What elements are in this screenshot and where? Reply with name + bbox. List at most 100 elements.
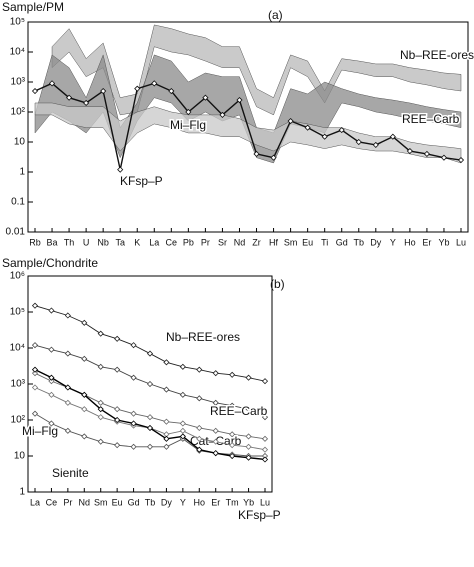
x-tick-label: Er [211,497,220,507]
x-tick-label: Gd [336,237,348,247]
data-point [31,384,39,391]
x-tick-label: Yb [438,237,449,247]
series-label: REE–Carb [402,112,460,126]
data-point [48,378,55,385]
data-point [64,350,71,357]
data-point [81,406,88,413]
data-point [97,399,104,406]
y-axis-label: Sample/Chondrite [2,256,98,270]
x-tick-label: Sm [94,497,108,507]
data-point [270,154,277,161]
data-point [83,99,90,107]
data-point [212,399,219,406]
x-tick-label: Nd [234,237,246,247]
data-point [212,438,219,445]
data-point [179,433,186,440]
data-point [114,366,121,373]
data-point [219,111,226,118]
panel-label: (b) [270,277,285,291]
data-point [236,96,243,104]
data-point [31,87,39,95]
data-point [146,414,154,421]
data-point [130,443,137,450]
x-tick-label: Th [64,237,75,247]
y-tick-label: 10⁴ [10,343,25,354]
data-point [179,391,186,398]
data-point [48,420,55,427]
data-point [185,108,192,116]
data-point [130,374,137,381]
data-point [97,438,104,445]
x-tick-label: Ba [47,237,58,247]
data-point [31,366,39,373]
data-point [64,427,71,434]
series-label: Mi–Flg [170,118,206,132]
x-tick-label: Dy [161,497,172,507]
data-point [196,435,203,442]
data-point [245,433,252,440]
data-point [253,150,260,158]
data-point [212,370,219,377]
data-point [48,346,55,353]
x-tick-label: Gd [128,497,140,507]
x-tick-label: Er [422,237,431,247]
data-point [146,380,154,388]
y-tick-label: 10³ [11,77,26,88]
series-label: REE–Carb [210,404,268,418]
x-tick-label: Dy [370,237,381,247]
data-point [196,424,203,432]
data-point [321,133,328,140]
plot-frame [27,21,469,233]
data-point [355,138,362,146]
x-tick-label: Ce [46,497,58,507]
data-point [31,342,39,349]
data-point [179,420,186,427]
data-point [196,366,203,373]
range-band [34,54,462,164]
x-tick-label: Zr [252,237,261,247]
data-point [229,452,236,460]
data-point [97,363,104,370]
range-band [51,24,462,116]
data-point [146,424,154,432]
data-point [304,124,311,131]
data-point [163,359,170,366]
data-point [130,410,137,417]
data-point [245,374,252,381]
data-point [229,371,236,378]
data-point [114,335,121,342]
x-tick-label: Tb [145,497,156,507]
series-label: Nb–REE-ores [166,330,240,344]
y-tick-label: 10⁵ [10,307,25,318]
data-point [287,117,294,125]
data-point [146,350,154,357]
x-tick-label: Nb [97,237,109,247]
data-point [212,450,219,457]
data-point [423,150,430,158]
data-point [261,414,269,421]
x-tick-label: Eu [112,497,123,507]
x-tick-label: Eu [302,237,313,247]
data-point [151,80,158,87]
x-tick-label: Lu [456,237,466,247]
data-point [81,319,88,326]
data-point [48,80,56,87]
data-point [100,87,107,95]
data-point [48,307,55,314]
data-point [338,126,345,134]
y-tick-label: 10² [11,415,26,426]
x-tick-label: Rb [29,237,41,247]
series-label: Mi–Flg [22,424,58,438]
x-tick-label: Pb [183,237,194,247]
y-tick-label: 10⁶ [10,271,25,282]
data-point [179,427,186,434]
x-tick-label: Y [180,497,186,507]
data-point [389,133,396,140]
y-tick-label: 10⁵ [10,17,25,28]
data-point [48,374,55,381]
y-tick-label: 10⁴ [10,47,25,58]
data-point [97,330,104,337]
x-tick-label: Lu [260,497,270,507]
x-tick-label: Ta [115,237,125,247]
data-point [117,166,124,173]
